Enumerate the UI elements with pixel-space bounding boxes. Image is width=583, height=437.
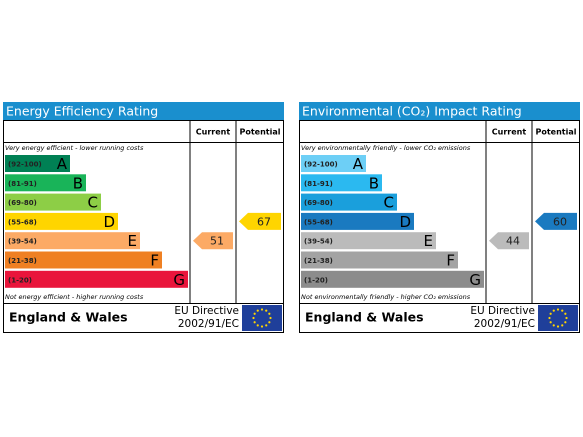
top-note: Very environmentally friendly - lower CO… [301, 144, 471, 152]
rating-band [5, 212, 118, 230]
eu-star [556, 308, 560, 311]
band-letter: D [103, 213, 115, 231]
rating-band [5, 251, 162, 269]
eu-star [268, 321, 271, 324]
eu-star [256, 324, 259, 327]
rating-band [5, 232, 140, 250]
rating-band [301, 174, 382, 192]
panel-title: Energy Efficiency Rating [6, 104, 158, 119]
band-letter: D [399, 213, 411, 231]
directive-line: EU Directive [174, 305, 239, 317]
eu-star [253, 321, 256, 324]
rating-band [301, 232, 436, 250]
band-range: (1-20) [8, 276, 32, 284]
eu-star [564, 312, 567, 315]
rating-panel: Environmental (CO₂) Impact Rating Current… [299, 102, 580, 333]
eu-star [549, 312, 552, 315]
eu-star [260, 325, 264, 328]
band-letter: E [128, 232, 137, 250]
band-range: (21-38) [8, 257, 37, 265]
band-range: (55-68) [8, 218, 37, 226]
eu-star [552, 324, 555, 327]
rating-band [301, 251, 458, 269]
eu-star [260, 308, 264, 311]
band-letter: B [369, 174, 379, 192]
current-header: Current [492, 128, 527, 137]
eu-star [268, 312, 271, 315]
band-range: (69-80) [8, 199, 37, 207]
band-range: (39-54) [8, 238, 37, 246]
current-arrow [193, 232, 233, 250]
eu-star [561, 309, 564, 312]
bottom-note: Not environmentally friendly - higher CO… [301, 293, 471, 301]
region: England & Wales [9, 310, 128, 325]
eu-star [565, 316, 568, 320]
potential-value: 60 [553, 215, 567, 228]
rating-band [5, 270, 188, 288]
current-value: 51 [210, 235, 224, 248]
potential-value: 67 [257, 215, 271, 228]
potential-arrow [239, 212, 281, 230]
band-range: (1-20) [304, 276, 328, 284]
rating-band [5, 155, 70, 172]
directive-line: EU Directive [470, 305, 535, 317]
eu-star [549, 321, 552, 324]
band-letter: A [353, 155, 364, 173]
band-letter: G [173, 271, 185, 289]
top-note: Very energy efficient - lower running co… [5, 144, 144, 152]
eu-star [548, 316, 551, 320]
band-letter: C [384, 194, 394, 212]
eu-star [556, 325, 560, 328]
eu-star [269, 316, 272, 320]
current-header: Current [196, 128, 231, 137]
panel-frame [299, 120, 580, 333]
panel-frame [3, 120, 284, 333]
title-bar [299, 102, 580, 120]
band-letter: G [469, 271, 481, 289]
directive-line: 2002/91/EC [178, 318, 239, 330]
band-range: (69-80) [304, 199, 333, 207]
band-range: (81-91) [8, 180, 37, 188]
rating-band [301, 193, 397, 211]
current-arrow [489, 232, 529, 250]
eu-star [265, 309, 268, 312]
band-range: (81-91) [304, 180, 333, 188]
band-range: (92-100) [304, 161, 338, 169]
rating-band [301, 155, 366, 172]
eu-star [561, 324, 564, 327]
band-range: (21-38) [304, 257, 333, 265]
rating-band [301, 270, 484, 288]
band-range: (55-68) [304, 218, 333, 226]
rating-band [5, 193, 101, 211]
rating-band [5, 174, 86, 192]
band-letter: E [424, 232, 433, 250]
band-range: (92-100) [8, 161, 42, 169]
eu-star [256, 309, 259, 312]
panel-title: Environmental (CO₂) Impact Rating [302, 104, 522, 119]
directive-line: 2002/91/EC [474, 318, 535, 330]
potential-header: Potential [535, 128, 576, 137]
rating-band [301, 212, 414, 230]
potential-arrow [535, 212, 577, 230]
current-value: 44 [506, 235, 520, 248]
potential-header: Potential [239, 128, 280, 137]
eu-star [564, 321, 567, 324]
region: England & Wales [305, 310, 424, 325]
band-letter: F [150, 252, 159, 270]
band-letter: A [57, 155, 68, 173]
rating-panel: Energy Efficiency Rating Current Potential… [3, 102, 284, 333]
band-letter: B [73, 174, 83, 192]
eu-star [252, 316, 255, 320]
eu-star [253, 312, 256, 315]
band-letter: C [88, 194, 98, 212]
bottom-note: Not energy efficient - higher running co… [5, 293, 144, 301]
band-letter: F [446, 252, 455, 270]
title-bar [3, 102, 284, 120]
band-range: (39-54) [304, 238, 333, 246]
eu-star [552, 309, 555, 312]
eu-star [265, 324, 268, 327]
